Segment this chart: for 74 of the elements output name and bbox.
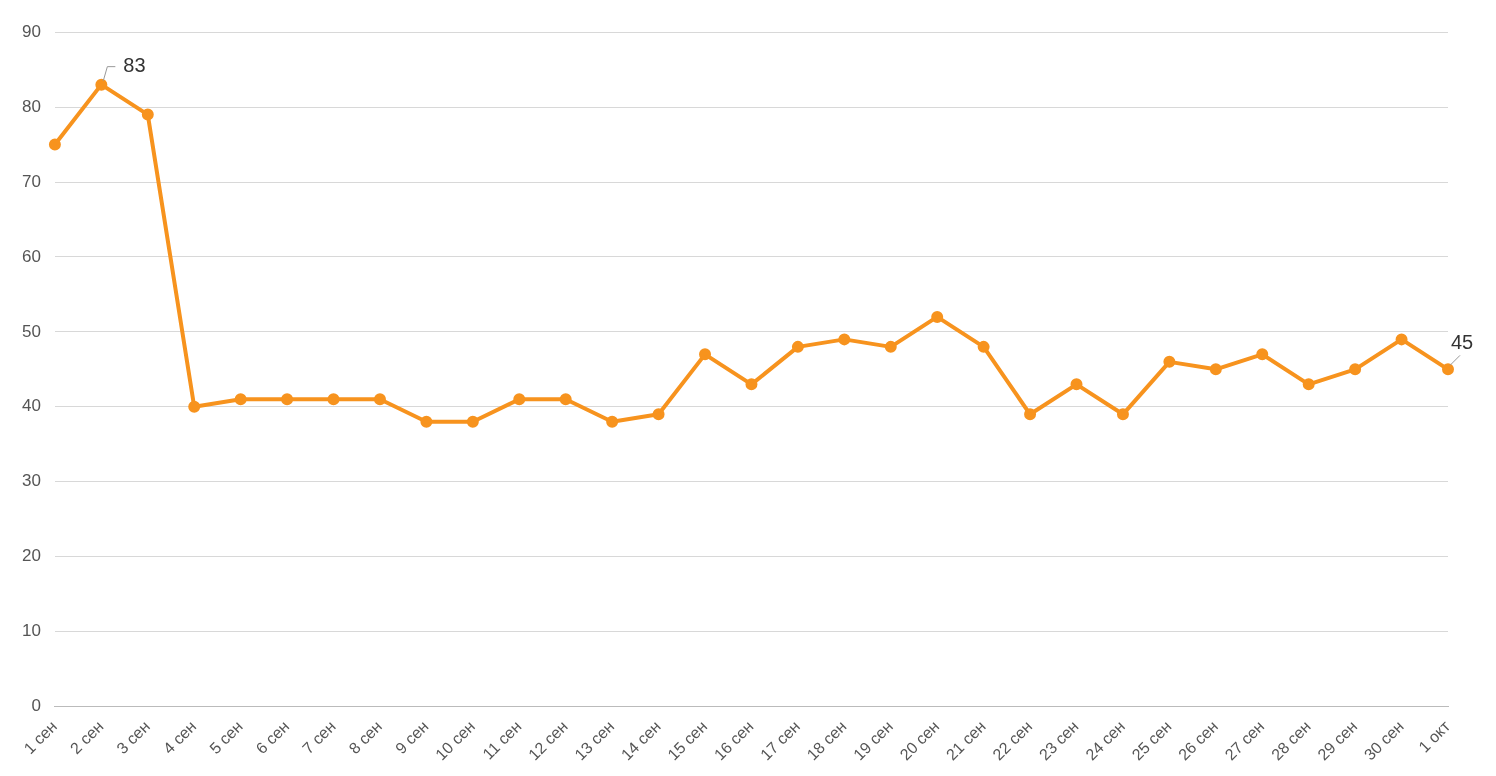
annotation: 83 [123, 54, 146, 77]
x-tick-label: 18 сен [803, 717, 850, 764]
point [1163, 355, 1176, 368]
point [1442, 363, 1454, 376]
y-tick-label: 40 [21, 396, 41, 416]
x-tick-label: 26 сен [1175, 717, 1222, 764]
x-tick-label: 19 сен [850, 717, 896, 764]
point [1024, 408, 1037, 421]
x-tick-label: 1 сен [20, 717, 61, 758]
point [977, 340, 990, 353]
y-tick-label: 30 [21, 471, 41, 491]
point [48, 138, 61, 151]
x-tick-label: 7 сен [299, 717, 339, 758]
x-tick-label: 27 сен [1221, 717, 1268, 764]
x-tick-label: 28 сен [1267, 717, 1314, 764]
point [838, 333, 851, 346]
x-tick-label: 8 сен [345, 717, 386, 758]
x-tick-label: 29 сен [1314, 717, 1361, 764]
y-tick-label: 60 [21, 246, 41, 266]
point [1070, 378, 1083, 391]
x-tick-label: 24 сен [1082, 717, 1129, 764]
y-tick-label: 10 [21, 621, 41, 641]
y-tick-label: 0 [31, 696, 41, 716]
x-tick-label: 17 сен [757, 717, 804, 764]
x-tick-label: 12 сен [525, 717, 571, 764]
x-tick-label: 3 сен [113, 717, 154, 758]
x-tick-label: 30 сен [1360, 717, 1407, 764]
x-tick-label: 10 сен [432, 717, 479, 764]
annotation: 45 [1450, 330, 1474, 353]
point [327, 393, 340, 406]
y-tick-label: 80 [21, 96, 41, 116]
point [884, 340, 897, 353]
x-tick-label: 15 сен [664, 717, 711, 764]
point [513, 393, 526, 406]
point [791, 340, 804, 353]
point [1349, 363, 1362, 376]
point [466, 415, 479, 428]
y-tick-label: 90 [21, 21, 41, 41]
point [1395, 333, 1408, 346]
x-tick-label: 21 сен [942, 717, 989, 764]
point [188, 400, 201, 413]
point [234, 393, 247, 406]
x-tick-label: 2 сен [66, 717, 107, 758]
point [606, 415, 619, 428]
point [1116, 408, 1129, 421]
x-tick-label: 23 сен [1035, 717, 1082, 764]
y-tick-label: 70 [21, 171, 41, 191]
point [281, 393, 294, 406]
point [699, 348, 712, 361]
x-tick-label: 9 сен [391, 717, 432, 758]
point [1302, 378, 1315, 391]
y-tick-label: 50 [21, 321, 41, 341]
point [141, 108, 154, 121]
x-tick-label: 6 сен [252, 717, 293, 758]
point [745, 378, 758, 391]
point [420, 415, 433, 428]
x-tick-label: 13 сен [571, 717, 618, 764]
point [559, 393, 572, 406]
x-tick-label: 5 сен [206, 717, 246, 758]
point [652, 408, 665, 421]
point [1256, 348, 1269, 361]
x-tick-label: 20 сен [896, 717, 943, 764]
point [931, 310, 944, 323]
x-tick-label: 1 окт [1415, 717, 1454, 756]
y-tick-label: 20 [21, 546, 41, 566]
x-tick-label: 22 сен [989, 717, 1036, 764]
x-tick-label: 14 сен [617, 717, 664, 764]
x-tick-label: 11 сен [479, 717, 525, 763]
point [1209, 363, 1222, 376]
point [95, 78, 108, 91]
x-tick-label: 25 сен [1128, 717, 1175, 764]
x-tick-label: 4 сен [159, 717, 200, 758]
x-tick-label: 16 сен [710, 717, 757, 764]
point [373, 393, 386, 406]
